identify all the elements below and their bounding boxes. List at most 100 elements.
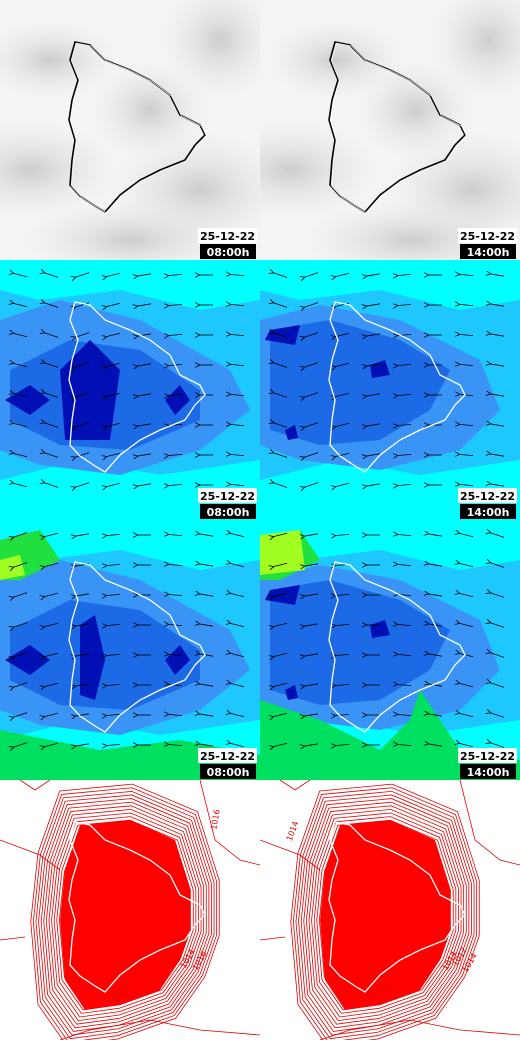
wind-arrow — [304, 533, 319, 536]
wind-arrow — [397, 714, 412, 715]
wind-arrow — [230, 454, 245, 455]
wind-arrow — [44, 333, 59, 338]
wind-arrow — [75, 392, 90, 398]
date-label: 25-12-22 — [460, 750, 515, 763]
wind-arrow — [304, 332, 319, 338]
isobar — [316, 819, 454, 1011]
cloud-shade — [90, 60, 210, 160]
wind-arrow — [75, 452, 90, 458]
time-box — [200, 504, 256, 519]
isobar — [319, 1019, 520, 1040]
wind-arrow — [397, 424, 412, 425]
isobar-core — [60, 820, 190, 1010]
wind-arrow — [397, 304, 412, 305]
wind-arrow — [459, 623, 474, 628]
map-panel — [260, 780, 520, 1040]
wind-arrow — [199, 714, 214, 717]
isobar — [199, 780, 260, 866]
wind-arrow — [168, 654, 183, 655]
wind-arrow — [490, 563, 505, 568]
wind-arrow — [44, 303, 59, 308]
wind-arrow — [75, 593, 90, 596]
color-zone — [165, 385, 190, 415]
isobar — [305, 805, 465, 1025]
wind-arrow — [273, 742, 288, 747]
wind-arrow — [273, 652, 288, 657]
wind-arrow — [490, 484, 505, 487]
wind-arrow — [304, 302, 319, 308]
wind-arrow — [75, 482, 90, 488]
wind-arrow — [459, 593, 474, 598]
wind-arrow — [459, 364, 474, 365]
wind-arrow — [490, 683, 505, 688]
color-zone — [370, 620, 390, 638]
contour-label: 1016 — [209, 809, 221, 831]
wind-arrow — [44, 273, 59, 278]
time-box — [460, 764, 516, 779]
wind-arrow — [137, 273, 152, 276]
wind-arrow — [397, 624, 412, 625]
wind-arrow — [397, 394, 412, 395]
wind-arrow — [44, 712, 59, 717]
coastline — [328, 561, 466, 733]
coastline — [68, 561, 206, 733]
wind-arrow — [490, 743, 505, 748]
wind-arrow — [428, 744, 443, 747]
wind-arrow — [106, 564, 121, 565]
wind-arrow — [397, 684, 412, 685]
isobar — [459, 780, 520, 866]
time-label: 14:00h — [467, 766, 510, 779]
isobar — [35, 790, 215, 1040]
wind-arrow — [75, 683, 90, 686]
isobar — [311, 812, 459, 1018]
wind-arrow — [459, 563, 474, 568]
wind-arrow — [106, 654, 121, 655]
wind-arrow — [199, 624, 214, 627]
wind-arrow — [459, 394, 474, 395]
wind-arrow — [428, 714, 443, 717]
map-panel: 25-12-22 08:00h — [0, 260, 260, 520]
wind-arrow — [13, 363, 28, 368]
wind-arrow — [168, 534, 183, 535]
color-zone — [0, 730, 260, 780]
wind-arrow — [137, 453, 152, 456]
wind-arrow — [230, 274, 245, 275]
wind-arrow — [75, 623, 90, 626]
wind-arrow — [13, 333, 28, 338]
wind-arrow — [168, 274, 183, 275]
wind-arrow — [199, 684, 214, 687]
isobar — [53, 816, 197, 1014]
wind-arrow — [44, 532, 59, 537]
color-zone — [260, 460, 520, 520]
wind-arrow — [304, 593, 319, 596]
wind-arrow — [335, 594, 350, 595]
wind-arrow — [366, 453, 381, 456]
isobar — [292, 787, 478, 1040]
wind-arrow — [230, 394, 245, 395]
date-label: 25-12-22 — [460, 490, 515, 503]
wind-arrow — [44, 592, 59, 597]
wind-arrow — [335, 684, 350, 685]
wind-arrow — [44, 453, 59, 458]
wind-arrow — [459, 454, 474, 455]
wind-arrow — [75, 302, 90, 308]
wind-arrow — [137, 333, 152, 336]
wind-arrow — [273, 273, 288, 278]
time-label: 14:00h — [467, 506, 510, 519]
wind-arrow — [459, 424, 474, 425]
wind-arrow — [335, 654, 350, 655]
wind-arrow — [366, 393, 381, 396]
wind-arrow — [168, 594, 183, 595]
wind-arrow — [273, 393, 288, 398]
map-panel: 25-12-22 14:00h — [260, 520, 520, 780]
wind-arrow — [397, 564, 412, 565]
wind-arrow — [490, 394, 505, 397]
time-box — [460, 504, 516, 519]
wind-arrow — [106, 332, 121, 337]
color-zone — [260, 690, 520, 780]
wind-arrow — [230, 364, 245, 365]
wind-arrow — [304, 653, 319, 656]
wind-arrow — [13, 562, 28, 568]
wind-arrow — [230, 304, 245, 305]
